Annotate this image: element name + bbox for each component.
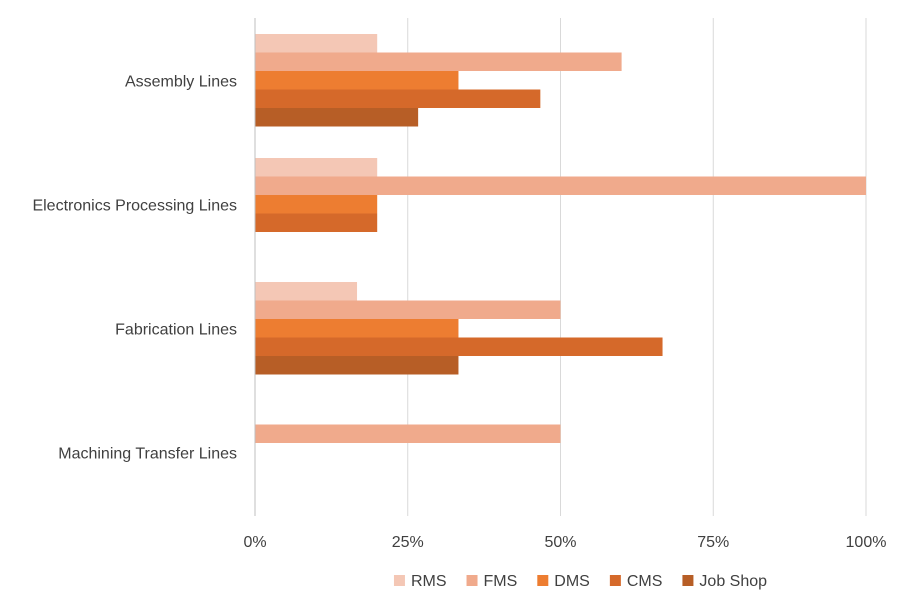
bars (255, 34, 866, 443)
category-labels: Assembly Lines Electronics Processing Lin… (32, 73, 237, 462)
legend-item-dms: DMS (537, 573, 590, 590)
category-label-1: Electronics Processing Lines (32, 197, 237, 214)
bar-fms-1 (255, 176, 866, 195)
category-label-0: Assembly Lines (125, 73, 237, 90)
x-tick-label-2: 50% (544, 534, 576, 551)
legend-swatch-dms (537, 575, 549, 586)
legend: RMS FMS DMS CMS Job Shop (393, 573, 767, 590)
bar-dms-2 (255, 319, 459, 338)
legend-label-dms: DMS (554, 573, 590, 590)
bar-job-shop-0 (255, 108, 419, 127)
bar-dms-0 (255, 71, 459, 90)
category-label-3: Machining Transfer Lines (58, 445, 237, 462)
x-tick-label-0: 0% (243, 534, 266, 551)
bar-fms-2 (255, 300, 561, 319)
bar-fms-0 (255, 52, 622, 71)
bar-rms-0 (255, 34, 378, 53)
legend-item-job-shop: Job Shop (682, 573, 767, 590)
legend-label-job-shop: Job Shop (699, 573, 767, 590)
bar-cms-1 (255, 213, 378, 232)
bar-cms-2 (255, 337, 663, 356)
legend-swatch-rms (393, 575, 405, 586)
legend-label-rms: RMS (411, 573, 447, 590)
legend-label-cms: CMS (627, 573, 663, 590)
bar-rms-2 (255, 282, 358, 301)
legend-item-rms: RMS (393, 573, 447, 590)
legend-swatch-cms (609, 575, 621, 586)
bar-fms-3 (255, 424, 561, 443)
bar-rms-1 (255, 158, 378, 177)
legend-item-fms: FMS (466, 573, 518, 590)
legend-swatch-job-shop (682, 575, 694, 586)
legend-item-cms: CMS (609, 573, 663, 590)
bar-job-shop-2 (255, 356, 459, 375)
x-tick-label-4: 100% (846, 534, 887, 551)
legend-label-fms: FMS (484, 573, 518, 590)
bar-cms-0 (255, 89, 541, 108)
x-tick-labels: 0% 25% 50% 75% 100% (243, 534, 886, 551)
bar-dms-1 (255, 195, 378, 214)
x-tick-label-1: 25% (392, 534, 424, 551)
x-tick-label-3: 75% (697, 534, 729, 551)
category-label-2: Fabrication Lines (115, 321, 237, 338)
legend-swatch-fms (466, 575, 478, 586)
